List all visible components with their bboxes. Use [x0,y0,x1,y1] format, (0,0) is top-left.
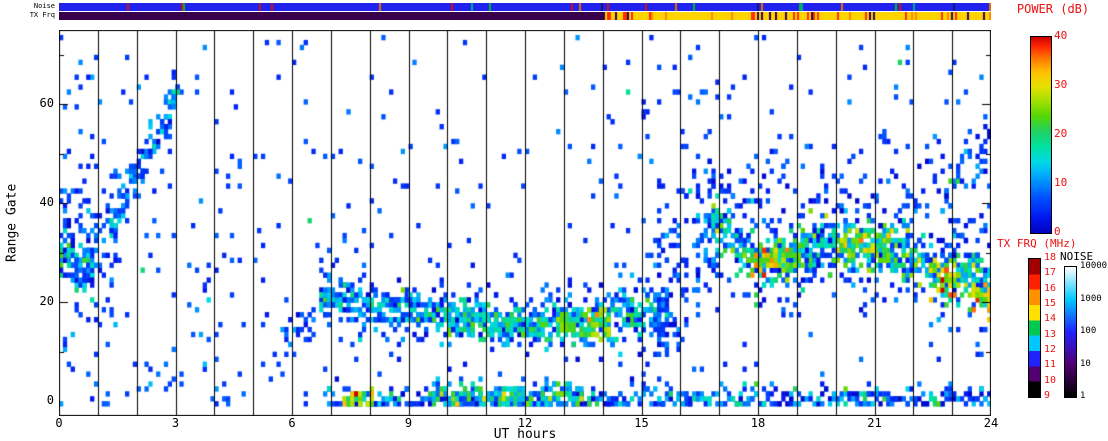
txfrq-colorbar [1028,258,1041,398]
noise-colorbar-tick-label: 10000 [1080,261,1108,271]
noise-strip [59,3,991,11]
x-axis-tick-label: 0 [55,416,63,430]
txfrq-colorbar-tick-label: 17 [1044,267,1057,279]
noise-colorbar-tick-label: 10 [1080,358,1091,369]
noise-strip-label: Noise [33,2,55,10]
power-heatmap-canvas [59,30,991,416]
txfrq-strip [59,12,991,20]
x-axis-title: UT hours [493,427,557,441]
y-axis-tick-label: 40 [39,195,54,210]
y-axis-title: Range Gate [4,183,20,263]
power-colorbar-tick-label: 20 [1054,127,1068,140]
power-colorbar [1030,36,1052,234]
txfrq-colorbar-tick-label: 12 [1044,344,1057,355]
y-axis-tick-label: 60 [39,96,54,111]
txfrq-strip-label: TX Frq [29,11,55,19]
y-axis-tick-label: 20 [39,294,54,309]
x-axis-tick-label: 6 [288,416,296,430]
txfrq-colorbar-tick-label: 10 [1044,374,1057,386]
x-axis-tick-label: 9 [404,416,413,430]
x-axis-tick-label: 3 [171,416,180,430]
power-colorbar-tick-label: 0 [1054,225,1061,238]
y-axis-tick-label: 0 [46,393,54,408]
txfrq-colorbar-title: TX FRQ (MHz) [997,237,1077,250]
power-colorbar-tick-label: 10 [1054,176,1068,189]
power-colorbar-tick-label: 30 [1054,78,1068,91]
noise-colorbar-tick-label: 1000 [1080,293,1102,304]
x-axis-tick-label: 24 [983,416,999,430]
txfrq-colorbar-tick-label: 16 [1044,282,1057,294]
power-colorbar-title: POWER (dB) [1016,2,1090,16]
noise-colorbar-tick-label: 100 [1080,326,1097,336]
txfrq-colorbar-tick-label: 18 [1044,252,1057,263]
txfrq-colorbar-tick-label: 14 [1044,313,1057,325]
txfrq-colorbar-tick-label: 13 [1044,328,1057,340]
noise-colorbar-title: NOISE [1060,250,1094,263]
noise-colorbar-tick-label: 1 [1080,391,1086,401]
x-axis-tick-label: 12 [517,416,533,430]
txfrq-colorbar-tick-label: 15 [1044,298,1057,309]
txfrq-colorbar-tick-label: 11 [1044,359,1057,371]
x-axis-tick-label: 18 [750,416,766,430]
x-axis-tick-label: 21 [867,416,882,430]
x-axis-tick-label: 15 [634,416,649,430]
txfrq-colorbar-tick-label: 9 [1044,390,1051,401]
noise-colorbar [1064,266,1077,398]
power-colorbar-tick-label: 40 [1054,29,1068,42]
